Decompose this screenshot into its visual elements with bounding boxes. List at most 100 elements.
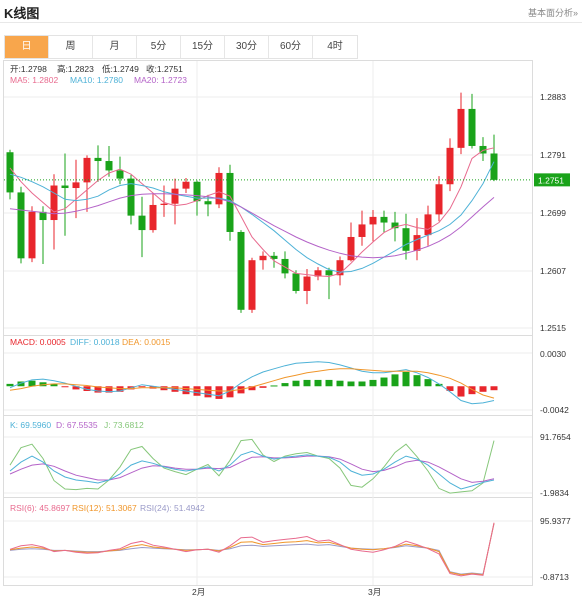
price-tick-label: 1.2791 — [540, 150, 566, 160]
low-value: 低:1.2749 — [102, 64, 139, 74]
macd-bar — [281, 383, 289, 387]
macd-bar — [248, 386, 256, 391]
macd-bar — [226, 386, 234, 398]
candle-body — [50, 185, 58, 221]
macd-bar — [215, 386, 223, 399]
tab-month[interactable]: 月 — [93, 36, 137, 58]
candle-body — [303, 276, 311, 291]
tab-60min[interactable]: 60分 — [269, 36, 313, 58]
j-legend: J: 73.6812 — [104, 420, 144, 430]
candle-body — [457, 108, 465, 148]
candle-body — [358, 224, 366, 237]
candle-body — [402, 228, 410, 251]
rsi6-legend: RSI(6): 45.8697 — [10, 503, 70, 513]
candle-body — [435, 184, 443, 215]
tab-day[interactable]: 日 — [5, 36, 49, 58]
kdj-tick-label: -1.9834 — [540, 488, 569, 498]
macd-bar — [358, 381, 366, 387]
tab-5min[interactable]: 5分 — [137, 36, 181, 58]
rsi12-line — [9, 523, 495, 576]
candle-body — [39, 211, 47, 221]
fundamentals-link[interactable]: 基本面分析» — [527, 8, 578, 18]
macd-bar — [391, 374, 399, 387]
macd-tick-label: -0.0042 — [540, 405, 569, 415]
candle-body — [270, 255, 278, 259]
candle-body — [292, 273, 300, 291]
kdj-layer — [9, 438, 495, 494]
candle-body — [116, 170, 124, 179]
tab-30min[interactable]: 30分 — [225, 36, 269, 58]
ma20-line — [9, 193, 495, 259]
candle-body — [105, 161, 113, 171]
macd-layer — [6, 361, 498, 405]
macd-bar — [325, 379, 333, 387]
candle-body — [17, 192, 25, 259]
candles-layer — [4, 92, 532, 313]
ma5-legend: MA5: 1.2802 — [10, 75, 58, 85]
macd-bar — [369, 379, 377, 387]
macd-bar — [83, 386, 91, 391]
macd-bar — [336, 380, 344, 387]
macd-bar — [193, 386, 201, 396]
k-legend: K: 69.5960 — [10, 420, 51, 430]
candle-body — [391, 222, 399, 229]
candle-body — [336, 260, 344, 276]
current-price-tag — [534, 173, 570, 187]
macd-bar — [380, 377, 388, 387]
macd-bar — [490, 386, 498, 391]
macd-bar — [402, 372, 410, 387]
d-line — [9, 455, 495, 483]
macd-bar — [303, 379, 311, 387]
tab-15min[interactable]: 15分 — [181, 36, 225, 58]
macd-bar — [50, 383, 58, 387]
macd-bar — [457, 386, 465, 397]
candle-body — [6, 152, 14, 193]
high-value: 高:1.2823 — [57, 64, 94, 74]
candle-body — [479, 145, 487, 154]
macd-bar — [61, 386, 69, 388]
ma10-legend: MA10: 1.2780 — [70, 75, 123, 85]
macd-panel-frame — [3, 335, 533, 416]
candle-body — [259, 255, 267, 261]
dea-legend: DEA: 0.0015 — [122, 337, 170, 347]
candle-body — [72, 182, 80, 189]
macd-bar — [204, 386, 212, 398]
price-tick-label: 1.2607 — [540, 266, 566, 276]
price-tick-label: 1.2515 — [540, 323, 566, 333]
macd-bar — [347, 381, 355, 387]
period-tabs: 日 周 月 5分 15分 30分 60分 4时 — [4, 35, 358, 59]
j-line — [9, 438, 495, 494]
macd-bar — [424, 379, 432, 387]
rsi6-line — [9, 522, 495, 577]
candle-body — [490, 153, 498, 180]
macd-bar — [446, 386, 454, 391]
current-price-label: 1.2751 — [538, 175, 564, 185]
macd-bar — [182, 386, 190, 395]
candle-body — [94, 157, 102, 162]
candle-body — [149, 204, 157, 231]
macd-bar — [413, 375, 421, 387]
close-value: 收:1.2751 — [146, 64, 183, 74]
candle-body — [281, 258, 289, 274]
x-tick-label: 2月 — [192, 587, 205, 597]
candle-body — [347, 236, 355, 261]
macd-bar — [479, 386, 487, 392]
macd-legend: MACD: 0.0005 — [10, 337, 66, 347]
open-value: 开:1.2798 — [10, 64, 47, 74]
header-divider — [0, 22, 582, 23]
rsi-tick-label: 95.9377 — [540, 516, 571, 526]
ma10-line — [9, 161, 495, 273]
candle-body — [226, 172, 234, 232]
macd-bar — [270, 385, 278, 387]
rsi-panel-frame — [3, 497, 533, 586]
tab-week[interactable]: 周 — [49, 36, 93, 58]
candle-body — [182, 181, 190, 189]
tab-4hour[interactable]: 4时 — [327, 41, 343, 52]
candle-body — [204, 201, 212, 205]
dea-line — [9, 368, 495, 399]
macd-bar — [292, 380, 300, 387]
diff-legend: DIFF: 0.0018 — [70, 337, 120, 347]
d-legend: D: 67.5535 — [56, 420, 98, 430]
rsi24-line — [9, 523, 495, 575]
